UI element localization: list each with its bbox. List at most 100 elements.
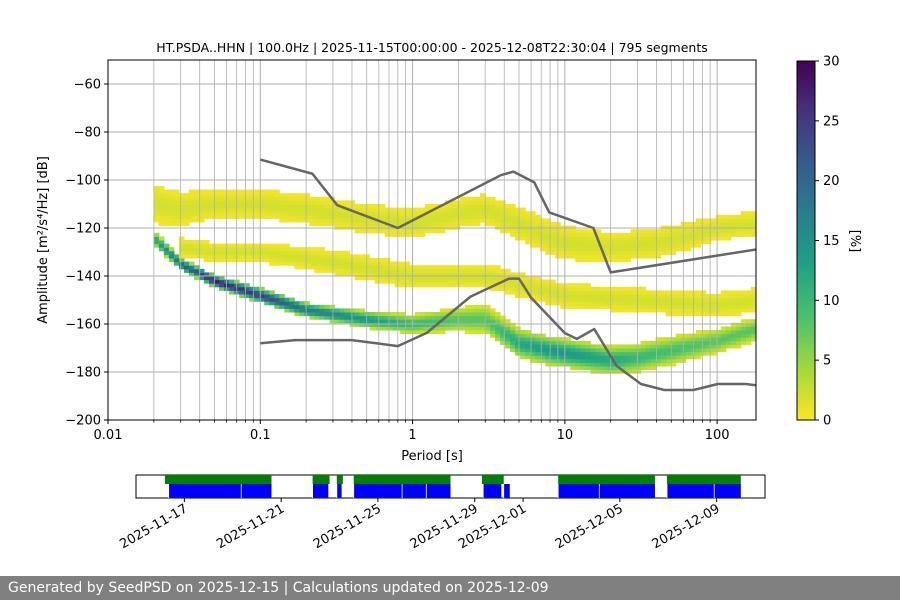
density-cell bbox=[294, 261, 300, 266]
density-cell bbox=[269, 258, 275, 263]
density-cell bbox=[675, 232, 682, 237]
density-cell bbox=[389, 268, 396, 273]
density-cell bbox=[575, 366, 581, 371]
density-cell bbox=[474, 268, 481, 273]
density-cell bbox=[193, 247, 200, 252]
density-cell bbox=[480, 211, 486, 216]
density-cell bbox=[219, 247, 225, 252]
density-cell bbox=[459, 218, 466, 223]
density-cell bbox=[480, 276, 486, 281]
density-cell bbox=[469, 265, 476, 270]
density-cell bbox=[209, 283, 215, 288]
density-cell bbox=[168, 193, 175, 198]
density-cell bbox=[560, 301, 566, 306]
density-cell bbox=[735, 333, 742, 338]
density-cell bbox=[178, 258, 185, 263]
density-cell bbox=[254, 193, 260, 198]
density-cell bbox=[334, 222, 341, 227]
density-cell bbox=[359, 319, 366, 324]
density-cell bbox=[439, 218, 446, 223]
density-cell bbox=[399, 279, 406, 284]
density-cell bbox=[660, 355, 667, 360]
density-cell bbox=[725, 290, 732, 295]
density-cell bbox=[740, 229, 747, 234]
density-cell bbox=[183, 268, 190, 273]
density-cell bbox=[464, 304, 471, 309]
density-cell bbox=[289, 200, 295, 205]
density-cell bbox=[219, 258, 225, 263]
density-cell bbox=[204, 243, 210, 248]
density-cell bbox=[590, 362, 596, 367]
density-cell bbox=[173, 189, 180, 194]
density-cell bbox=[565, 232, 571, 237]
density-cell bbox=[389, 312, 396, 317]
density-cell bbox=[354, 312, 361, 317]
chart-title: HT.PSDA..HHN | 100.0Hz | 2025-11-15T00:0… bbox=[156, 40, 708, 55]
density-cell bbox=[485, 276, 491, 281]
density-cell bbox=[605, 362, 611, 367]
density-cell bbox=[640, 348, 647, 353]
density-cell bbox=[695, 330, 702, 335]
density-cell bbox=[595, 232, 601, 237]
density-cell bbox=[464, 272, 471, 277]
density-cell bbox=[199, 207, 205, 212]
density-cell bbox=[565, 301, 571, 306]
density-cell bbox=[580, 247, 586, 252]
density-cell bbox=[670, 312, 677, 317]
density-cell bbox=[204, 214, 210, 219]
density-cell bbox=[239, 294, 245, 299]
density-cell bbox=[254, 254, 260, 259]
density-cell bbox=[595, 247, 601, 252]
density-cell bbox=[364, 319, 371, 324]
density-cell bbox=[304, 301, 310, 306]
density-cell bbox=[178, 214, 185, 219]
density-cell bbox=[580, 232, 586, 237]
density-cell bbox=[178, 193, 185, 198]
density-cell bbox=[675, 308, 682, 313]
density-cell bbox=[158, 193, 165, 198]
density-cell bbox=[590, 240, 596, 245]
density-cell bbox=[183, 218, 190, 223]
density-cell bbox=[620, 294, 627, 299]
density-cell bbox=[720, 308, 727, 313]
density-cell bbox=[625, 355, 632, 360]
density-cell bbox=[274, 258, 280, 263]
density-cell bbox=[219, 207, 225, 212]
density-cell bbox=[193, 207, 200, 212]
density-cell bbox=[495, 268, 501, 273]
density-cell bbox=[354, 272, 361, 277]
density-cell bbox=[615, 362, 622, 367]
density-cell bbox=[464, 204, 471, 209]
density-cell bbox=[284, 261, 290, 266]
density-cell bbox=[730, 301, 737, 306]
density-cell bbox=[284, 304, 290, 309]
density-cell bbox=[655, 297, 662, 302]
density-cell bbox=[625, 243, 632, 248]
density-cell bbox=[725, 236, 732, 241]
density-cell bbox=[595, 290, 601, 295]
density-cell bbox=[379, 258, 386, 263]
density-cell bbox=[490, 196, 496, 201]
density-cell bbox=[625, 358, 632, 363]
density-cell bbox=[319, 250, 325, 255]
density-cell bbox=[329, 268, 335, 273]
density-cell bbox=[359, 268, 366, 273]
density-cell bbox=[229, 279, 235, 284]
density-cell bbox=[645, 232, 652, 237]
y-tick-label: −140 bbox=[65, 270, 101, 285]
density-cell bbox=[269, 243, 275, 248]
density-cell bbox=[459, 196, 466, 201]
density-cell bbox=[419, 222, 426, 227]
density-cell bbox=[414, 326, 421, 331]
density-cell bbox=[590, 355, 596, 360]
density-cell bbox=[419, 211, 426, 216]
density-cell bbox=[515, 211, 521, 216]
density-cell bbox=[173, 214, 180, 219]
density-cell bbox=[515, 340, 521, 345]
density-cell bbox=[319, 211, 325, 216]
density-cell bbox=[289, 261, 295, 266]
density-cell bbox=[384, 272, 391, 277]
density-cell bbox=[459, 326, 466, 331]
density-cell bbox=[540, 297, 546, 302]
density-cell bbox=[259, 200, 265, 205]
